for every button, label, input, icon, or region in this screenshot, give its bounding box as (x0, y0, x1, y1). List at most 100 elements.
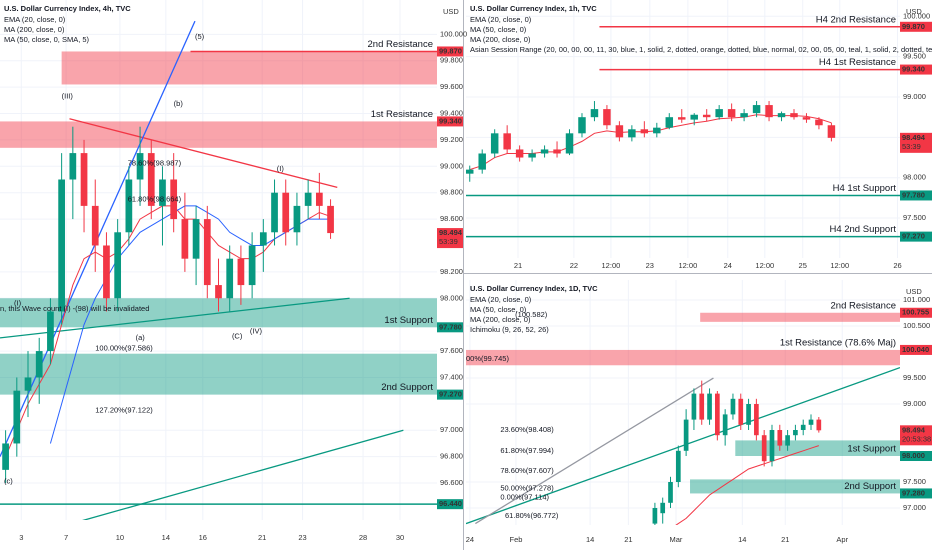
x-tick-label: 7 (64, 533, 68, 542)
price-tag (900, 307, 932, 318)
price-tag (900, 64, 932, 75)
x-tick-label: 12:00 (755, 261, 774, 270)
candle-body (640, 129, 649, 134)
zone (61, 51, 437, 85)
candle-body (125, 179, 133, 233)
x-tick-label: 10 (116, 533, 124, 542)
candle-body (226, 258, 234, 299)
price-tag (900, 21, 932, 32)
candle-body (615, 125, 624, 138)
trend-line (0, 297, 350, 339)
price-tag (437, 389, 463, 400)
annotation: 00%(99.745) (466, 354, 509, 363)
y-tick-label: 99.600 (440, 82, 463, 91)
candle-body (678, 117, 686, 120)
candle-body (181, 219, 189, 259)
x-tick-label: 21 (781, 535, 789, 544)
price-tag-label: 98.494 (439, 228, 463, 237)
candle-body (69, 153, 77, 180)
candle-body (715, 109, 723, 118)
price-tag-label: 96.440 (439, 499, 462, 508)
currency-label: USD (443, 7, 459, 16)
candle-body (777, 430, 783, 446)
candle-body (761, 435, 767, 462)
annotation: (b) (174, 99, 184, 108)
y-tick-label: 100.500 (903, 321, 930, 330)
candle-body (170, 179, 178, 220)
annotation: (5) (195, 32, 205, 41)
price-tag-timer: 20:53:38 (902, 434, 931, 443)
candle-body (691, 393, 697, 420)
candle-body (478, 153, 486, 170)
candle-body (740, 113, 748, 118)
x-tick-label: 30 (396, 533, 404, 542)
plot-area: 2nd Resistance 1st Resistance 1st Support 2… (0, 0, 437, 520)
price-tag (900, 344, 932, 355)
y-tick-label: 100.000 (440, 29, 467, 38)
candle-body (808, 419, 814, 425)
y-tick-label: 100.000 (903, 11, 930, 20)
candle-body (746, 404, 751, 425)
level-label: H4 2nd Support (829, 224, 896, 235)
y-tick-label: 99.500 (903, 52, 926, 61)
y-tick-label: 98.600 (440, 214, 463, 223)
candle-body (800, 424, 806, 431)
level-label: H4 1st Resistance (819, 57, 896, 68)
x-tick-label: Feb (509, 535, 522, 544)
price-tag-label: 98.494 (902, 133, 926, 142)
price-tag (437, 228, 463, 249)
x-tick-label: 26 (893, 261, 901, 270)
price-tag (437, 499, 463, 510)
legend-item: MA (200, close, 0) (470, 35, 531, 44)
zone-label: 2nd Support (844, 481, 896, 492)
price-tag-timer: 53:39 (439, 237, 458, 246)
candle-body (315, 192, 323, 206)
price-tag-label: 97.280 (902, 488, 925, 497)
x-tick-label: Apr (836, 535, 848, 544)
trend-line (69, 118, 338, 189)
candle-body (282, 192, 290, 233)
price-tag (900, 190, 932, 201)
candle-body (653, 127, 661, 134)
x-tick-label: 21 (258, 533, 266, 542)
legend-item: MA (200, close, 0) (4, 25, 65, 34)
x-tick-label: 23 (298, 533, 306, 542)
zone-label: 1st Support (847, 444, 896, 455)
candle-body (785, 435, 790, 446)
candle-body (652, 507, 658, 524)
candle-body (35, 351, 43, 378)
candle-body (765, 105, 773, 118)
legend-item: MA (50, close, 0, SMA, 5) (4, 35, 90, 44)
zone-label: 1st Support (384, 315, 433, 326)
candle-body (47, 311, 54, 352)
candle-body (528, 153, 536, 158)
price-tag-label: 100.755 (902, 308, 929, 317)
candle-body (466, 169, 474, 174)
level-label: H4 1st Support (833, 183, 897, 194)
annotation: 61.80%(96.772) (505, 511, 559, 520)
zone (735, 440, 900, 457)
y-tick-label: 96.800 (440, 452, 463, 461)
price-tag-label: 97.270 (902, 232, 925, 241)
candle-body (665, 117, 674, 128)
plot-area: H4 2nd Resistance H4 1st Resistance H4 1st… (466, 0, 900, 258)
x-tick-label: Mar (670, 535, 683, 544)
y-tick-label: 98.000 (903, 173, 926, 182)
candle-body (715, 393, 720, 436)
price-tag-label: 99.340 (902, 65, 925, 74)
candle-body (668, 482, 673, 503)
candle-body (304, 192, 312, 206)
y-tick-label: 99.000 (440, 161, 463, 170)
price-tag-label: 99.870 (902, 22, 925, 31)
candle-body (515, 149, 524, 158)
y-tick-label: 98.800 (440, 188, 463, 197)
y-tick-label: 97.600 (440, 346, 463, 355)
price-tag (437, 322, 463, 333)
price-tag (437, 46, 463, 57)
candle-body (690, 114, 698, 120)
legend-item: Ichimoku (9, 26, 52, 26) (470, 325, 549, 334)
annotation: 61.80%(98.664) (128, 194, 182, 203)
candle-body (237, 258, 245, 286)
